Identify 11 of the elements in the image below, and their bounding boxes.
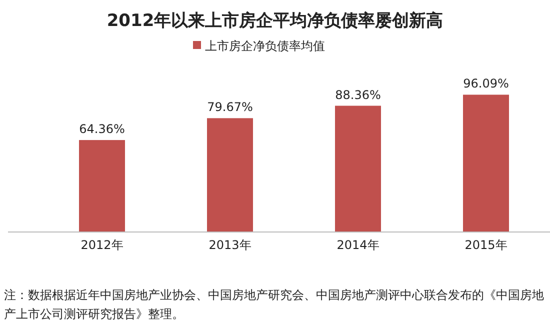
legend-label: 上市房企净负债率均值 bbox=[205, 39, 325, 53]
data-label: 79.67% bbox=[207, 100, 253, 114]
x-tick-label: 2015年 bbox=[464, 238, 508, 252]
x-tick-label: 2013年 bbox=[208, 238, 252, 252]
x-tick-label: 2014年 bbox=[336, 238, 380, 252]
data-label: 96.09% bbox=[463, 76, 509, 91]
data-label: 88.36% bbox=[335, 88, 381, 102]
data-label: 64.36% bbox=[79, 122, 125, 136]
chart-title: 2012年以来上市房企平均净负债率屡创新高 bbox=[106, 11, 444, 31]
text: 注：数据根据近年中国房地产业协会、中国房地产研究会、中国房地产测评中心联合发布的《中国房地产上市公司测评研究报告》整理。 bbox=[4, 287, 544, 323]
x-tick-label: 2012年 bbox=[80, 238, 124, 252]
